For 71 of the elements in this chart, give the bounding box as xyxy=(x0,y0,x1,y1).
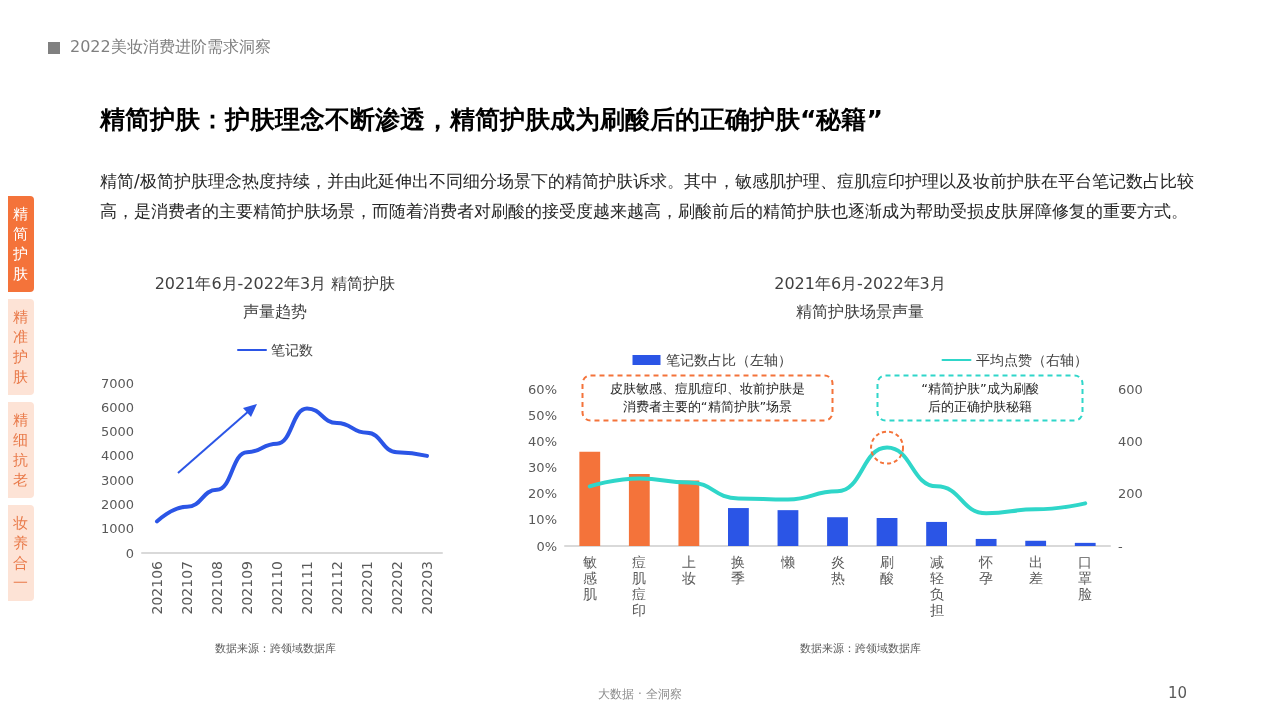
text: 精准护肤 xyxy=(13,307,29,387)
bar xyxy=(876,518,898,546)
x-tick-label: 怀孕 xyxy=(978,554,994,586)
text: 大数据 · 全洞察 xyxy=(598,687,682,701)
legend-label: 笔记数占比（左轴） xyxy=(665,352,792,368)
x-tick-label: 痘肌痘印 xyxy=(632,554,647,618)
bar xyxy=(579,451,601,546)
x-tick-label: 202109 xyxy=(239,561,255,615)
y-tick-label: 7000 xyxy=(100,375,134,391)
y-tick-label: 60% xyxy=(528,381,557,397)
legend-label: 平均点赞（右轴） xyxy=(975,352,1088,368)
annotation: “精简护肤”成为刷酸后的正确护肤秘籍 xyxy=(921,381,1039,414)
text: 精简护肤 xyxy=(13,204,29,284)
annotation: 皮肤敏感、痘肌痘印、妆前护肤是消费者主要的“精简护肤”场景 xyxy=(610,381,805,414)
bar xyxy=(1074,542,1096,546)
x-tick-label: 出差 xyxy=(1028,554,1043,586)
y-tick-label: 40% xyxy=(528,433,557,449)
x-tick-label: 懒 xyxy=(779,554,795,570)
text: 10 xyxy=(1168,684,1188,702)
x-tick-label: 减轻负担 xyxy=(929,554,944,618)
text: 精细抗老 xyxy=(13,410,29,490)
x-tick-label: 202107 xyxy=(179,561,195,615)
y-tick-label: 3000 xyxy=(100,472,134,488)
text: 精简/极简护肤理念热度持续，并由此延伸出不同细分场景下的精简护肤诉求。其中，敏感肌护理、痘肌痘印护理以及妆前护肤在平台笔记数占比较高，是消费者的主要精简护肤场景，而随着消费者对刷酸的接受度越来越高，刷酸前后的精简护肤也逐渐成为帮助受损皮肤屏障修复的重要方式。 xyxy=(100,170,1195,223)
bar xyxy=(628,474,650,546)
x-tick-label: 202201 xyxy=(359,561,375,615)
x-tick-label: 炎热 xyxy=(830,554,845,586)
source-note: 数据来源：跨领域数据库 xyxy=(799,642,921,655)
chart-subtitle: 声量趋势 xyxy=(243,301,307,321)
legend-label: 笔记数 xyxy=(271,342,313,358)
y-tick-label: 0% xyxy=(536,538,557,554)
y2-tick-label: - xyxy=(1118,538,1123,554)
y-tick-label: 5000 xyxy=(100,424,134,440)
y-tick-label: 10% xyxy=(528,512,557,528)
x-tick-label: 202202 xyxy=(389,561,405,615)
source-note: 数据来源：跨领域数据库 xyxy=(214,642,336,655)
x-tick-label: 202111 xyxy=(299,561,315,615)
text: 妆养合一 xyxy=(13,513,29,593)
line-series xyxy=(155,406,429,524)
text: 精简护肤：护肤理念不断渗透，精简护肤成为刷酸后的正确护肤“秘籍” xyxy=(100,104,883,136)
y-tick-label: 30% xyxy=(528,460,557,475)
y-tick-label: 6000 xyxy=(100,399,134,415)
chart-title: 2021年6月-2022年3月 xyxy=(774,273,946,293)
y-tick-label: 50% xyxy=(528,407,557,423)
x-tick-label: 刷酸 xyxy=(880,554,895,586)
x-tick-label: 换季 xyxy=(731,554,746,586)
y-tick-label: 0 xyxy=(125,545,134,561)
bar xyxy=(1025,540,1047,546)
chart-title: 2021年6月-2022年3月 精简护肤 xyxy=(154,273,396,293)
y-tick-label: 1000 xyxy=(100,521,134,537)
y-tick-label: 20% xyxy=(528,486,557,502)
x-tick-label: 202110 xyxy=(269,561,285,615)
x-tick-label: 敏感肌 xyxy=(582,554,597,602)
x-tick-label: 口罩脸 xyxy=(1078,554,1093,602)
bar xyxy=(827,517,848,546)
bar xyxy=(975,538,997,546)
bar xyxy=(777,510,799,546)
y-tick-label: 2000 xyxy=(100,496,134,512)
x-tick-label: 202108 xyxy=(209,561,225,615)
bar xyxy=(728,508,749,546)
text: 2022美妆消费进阶需求洞察 xyxy=(70,37,271,58)
bar xyxy=(926,521,947,546)
y-tick-label: 4000 xyxy=(100,448,134,464)
x-tick-label: 上妆 xyxy=(681,554,696,586)
x-tick-label: 202106 xyxy=(149,560,165,615)
y2-tick-label: 400 xyxy=(1118,433,1143,449)
chart-subtitle: 精简护肤场景声量 xyxy=(796,301,924,321)
x-tick-label: 202112 xyxy=(329,561,345,615)
x-tick-label: 202203 xyxy=(419,561,435,615)
y2-tick-label: 200 xyxy=(1118,486,1143,502)
y2-tick-label: 600 xyxy=(1118,381,1143,397)
